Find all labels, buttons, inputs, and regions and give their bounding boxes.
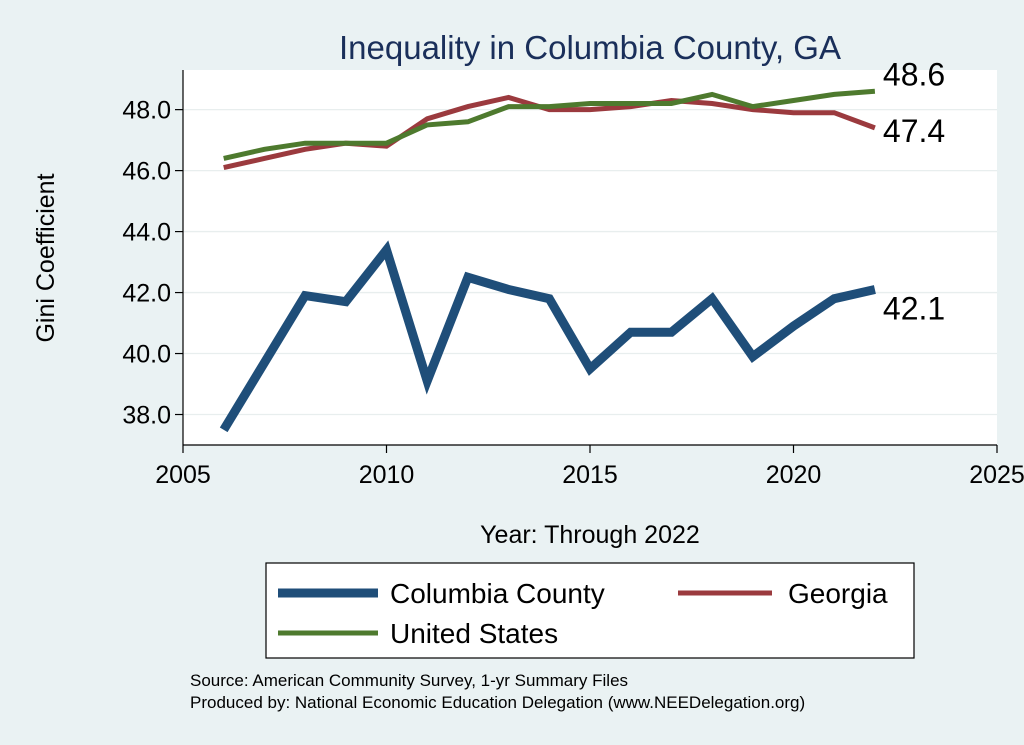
x-tick-label: 2010 <box>359 461 415 489</box>
end-label-columbia-county: 42.1 <box>883 291 945 327</box>
y-tick-label: 40.0 <box>122 341 171 369</box>
series-line-columbia-county <box>219 240 876 433</box>
end-labels: 42.1 47.4 48.6 <box>883 56 945 326</box>
legend-label-columbia-county: Columbia County <box>390 578 605 609</box>
y-axis-label: Gini Coefficient <box>32 173 60 342</box>
x-tick-label: 2020 <box>766 461 822 489</box>
chart-title: Inequality in Columbia County, GA <box>339 29 841 66</box>
legend-label-georgia: Georgia <box>788 578 888 609</box>
y-tick-label: 48.0 <box>122 97 171 125</box>
x-tick-label: 2015 <box>562 461 618 489</box>
y-tick-label: 44.0 <box>122 219 171 247</box>
axis-ticks: 38.0 40.0 42.0 44.0 46.0 48.0 2005 2010 2015 2020… <box>122 97 1024 489</box>
x-axis-label: Year: Through 2022 <box>480 521 700 549</box>
x-tick-label: 2005 <box>155 461 211 489</box>
y-tick-label: 38.0 <box>122 402 171 430</box>
source-line-2: Produced by: National Economic Education… <box>190 693 805 712</box>
legend-label-united-states: United States <box>390 618 558 649</box>
source-line-1: Source: American Community Survey, 1-yr … <box>190 671 628 690</box>
y-tick-label: 42.0 <box>122 280 171 308</box>
end-label-georgia: 47.4 <box>883 113 945 149</box>
series-lines <box>219 88 876 433</box>
series-line-united-states <box>223 88 876 161</box>
legend-box <box>265 562 915 659</box>
plot-area <box>183 70 997 445</box>
x-tick-label: 2025 <box>969 461 1024 489</box>
end-label-united-states: 48.6 <box>883 56 945 92</box>
y-tick-label: 46.0 <box>122 158 171 186</box>
